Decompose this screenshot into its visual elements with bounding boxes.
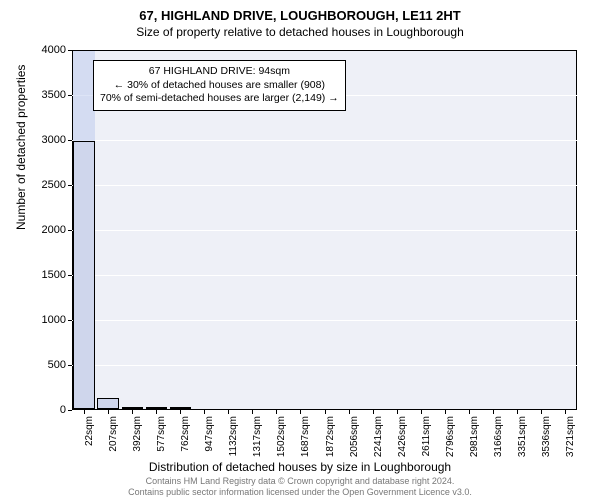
chart-subtitle: Size of property relative to detached ho… — [0, 23, 600, 39]
gridline — [72, 185, 577, 186]
xtick-label: 2426sqm — [397, 416, 408, 457]
annotation-box: 67 HIGHLAND DRIVE: 94sqm ← 30% of detach… — [93, 60, 346, 111]
ytick-label: 0 — [60, 404, 66, 416]
xtick-mark — [373, 410, 374, 414]
xtick-label: 2611sqm — [421, 416, 432, 456]
chart-title: 67, HIGHLAND DRIVE, LOUGHBOROUGH, LE11 2… — [0, 0, 600, 23]
ytick-label: 500 — [48, 359, 66, 371]
xtick-label: 392sqm — [132, 416, 143, 452]
xtick-mark — [469, 410, 470, 414]
xtick-mark — [84, 410, 85, 414]
ytick-mark — [68, 140, 72, 141]
xtick-mark — [349, 410, 350, 414]
ytick-mark — [68, 95, 72, 96]
xtick-label: 22sqm — [84, 416, 95, 446]
xtick-label: 2056sqm — [349, 416, 360, 457]
ytick-label: 3500 — [42, 89, 66, 101]
xtick-label: 1502sqm — [276, 416, 287, 457]
xtick-mark — [132, 410, 133, 414]
ytick-mark — [68, 50, 72, 51]
xtick-mark — [445, 410, 446, 414]
gridline — [72, 320, 577, 321]
xtick-label: 947sqm — [204, 416, 215, 452]
attribution-footer: Contains HM Land Registry data © Crown c… — [0, 476, 600, 498]
bar — [146, 407, 167, 409]
ytick-label: 1500 — [42, 269, 66, 281]
xtick-mark — [108, 410, 109, 414]
gridline — [72, 365, 577, 366]
xtick-mark — [180, 410, 181, 414]
bar — [170, 407, 191, 409]
ytick-mark — [68, 275, 72, 276]
xtick-mark — [541, 410, 542, 414]
gridline — [72, 140, 577, 141]
ytick-label: 3000 — [42, 134, 66, 146]
xtick-mark — [565, 410, 566, 414]
xtick-label: 2796sqm — [445, 416, 456, 457]
gridline — [72, 275, 577, 276]
xtick-mark — [228, 410, 229, 414]
bar — [73, 141, 94, 409]
xtick-label: 3166sqm — [493, 416, 504, 457]
xtick-label: 1687sqm — [300, 416, 311, 457]
xtick-mark — [300, 410, 301, 414]
annotation-line: 70% of semi-detached houses are larger (… — [100, 92, 339, 106]
x-axis-label: Distribution of detached houses by size … — [0, 460, 600, 474]
ytick-mark — [68, 320, 72, 321]
xtick-label: 1872sqm — [325, 416, 336, 457]
ytick-label: 1000 — [42, 314, 66, 326]
bar — [97, 398, 118, 409]
annotation-line: 67 HIGHLAND DRIVE: 94sqm — [100, 65, 339, 79]
ytick-mark — [68, 185, 72, 186]
annotation-line: ← 30% of detached houses are smaller (90… — [100, 79, 339, 93]
xtick-mark — [276, 410, 277, 414]
xtick-mark — [397, 410, 398, 414]
xtick-label: 3536sqm — [541, 416, 552, 457]
ytick-mark — [68, 230, 72, 231]
ytick-label: 4000 — [42, 44, 66, 56]
xtick-label: 207sqm — [108, 416, 119, 452]
xtick-mark — [204, 410, 205, 414]
xtick-label: 762sqm — [180, 416, 191, 452]
xtick-label: 2241sqm — [373, 416, 384, 457]
xtick-label: 577sqm — [156, 416, 167, 452]
xtick-mark — [421, 410, 422, 414]
ytick-mark — [68, 410, 72, 411]
ytick-mark — [68, 365, 72, 366]
ytick-label: 2500 — [42, 179, 66, 191]
xtick-label: 1132sqm — [228, 416, 239, 456]
xtick-label: 3351sqm — [517, 416, 528, 457]
bar — [122, 407, 143, 409]
footer-line: Contains HM Land Registry data © Crown c… — [0, 476, 600, 487]
y-axis-label: Number of detached properties — [14, 65, 28, 230]
xtick-mark — [325, 410, 326, 414]
xtick-mark — [156, 410, 157, 414]
xtick-mark — [252, 410, 253, 414]
xtick-mark — [493, 410, 494, 414]
chart-container: 67, HIGHLAND DRIVE, LOUGHBOROUGH, LE11 2… — [0, 0, 600, 500]
xtick-label: 2981sqm — [469, 416, 480, 457]
xtick-mark — [517, 410, 518, 414]
footer-line: Contains public sector information licen… — [0, 487, 600, 498]
xtick-label: 1317sqm — [252, 416, 263, 457]
xtick-label: 3721sqm — [565, 416, 576, 457]
gridline — [72, 230, 577, 231]
ytick-label: 2000 — [42, 224, 66, 236]
